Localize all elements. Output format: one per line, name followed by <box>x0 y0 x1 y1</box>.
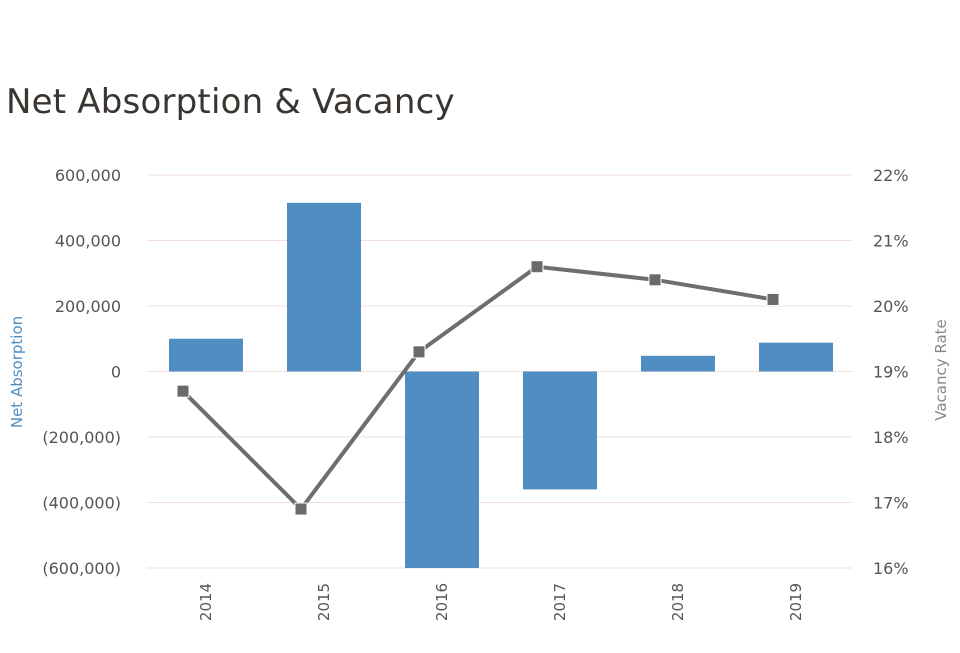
left-tick-label: 400,000 <box>55 232 121 251</box>
bar-2019 <box>759 342 833 372</box>
x-tick-label: 2018 <box>669 583 687 621</box>
right-axis-ticks: 22% 21% 20% 19% 18% 17% 16% <box>873 166 909 578</box>
left-tick-label: 0 <box>111 363 121 382</box>
bar-2016 <box>405 371 479 568</box>
right-tick-label: 20% <box>873 297 909 316</box>
left-axis-title: Net Absorption <box>8 316 26 428</box>
bar-2015 <box>287 202 361 372</box>
line-series <box>176 260 780 516</box>
bar-2017 <box>523 371 597 490</box>
x-tick-label: 2019 <box>787 583 805 621</box>
right-axis-title: Vacancy Rate <box>932 319 950 421</box>
bar-2018 <box>641 355 715 372</box>
chart-title: Net Absorption & Vacancy <box>6 82 455 122</box>
x-tick-label: 2015 <box>315 583 333 621</box>
gridlines <box>147 174 852 569</box>
vacancy-marker-2014 <box>176 384 190 398</box>
vacancy-marker-2016 <box>412 345 426 359</box>
vacancy-marker-2017 <box>530 260 544 274</box>
left-tick-label: (200,000) <box>42 428 121 447</box>
left-tick-label: 200,000 <box>55 297 121 316</box>
x-tick-label: 2017 <box>551 583 569 621</box>
x-axis-ticks: 2014 2015 2016 2017 2018 2019 <box>197 583 805 621</box>
vacancy-rate-line <box>181 264 774 512</box>
vacancy-marker-2015 <box>294 502 308 516</box>
vacancy-marker-2019 <box>766 292 780 306</box>
x-tick-label: 2014 <box>197 583 215 621</box>
right-tick-label: 22% <box>873 166 909 185</box>
bar-2014 <box>169 338 243 372</box>
left-tick-label: 600,000 <box>55 166 121 185</box>
right-tick-label: 18% <box>873 428 909 447</box>
left-tick-label: (600,000) <box>42 559 121 578</box>
x-tick-label: 2016 <box>433 583 451 621</box>
right-tick-label: 19% <box>873 363 909 382</box>
right-tick-label: 17% <box>873 494 909 513</box>
left-axis-ticks: 600,000 400,000 200,000 0 (200,000) (400,000)… <box>42 166 121 578</box>
vacancy-marker-2018 <box>648 273 662 287</box>
left-tick-label: (400,000) <box>42 494 121 513</box>
right-tick-label: 16% <box>873 559 909 578</box>
bar-series <box>169 202 833 568</box>
right-tick-label: 21% <box>873 232 909 251</box>
